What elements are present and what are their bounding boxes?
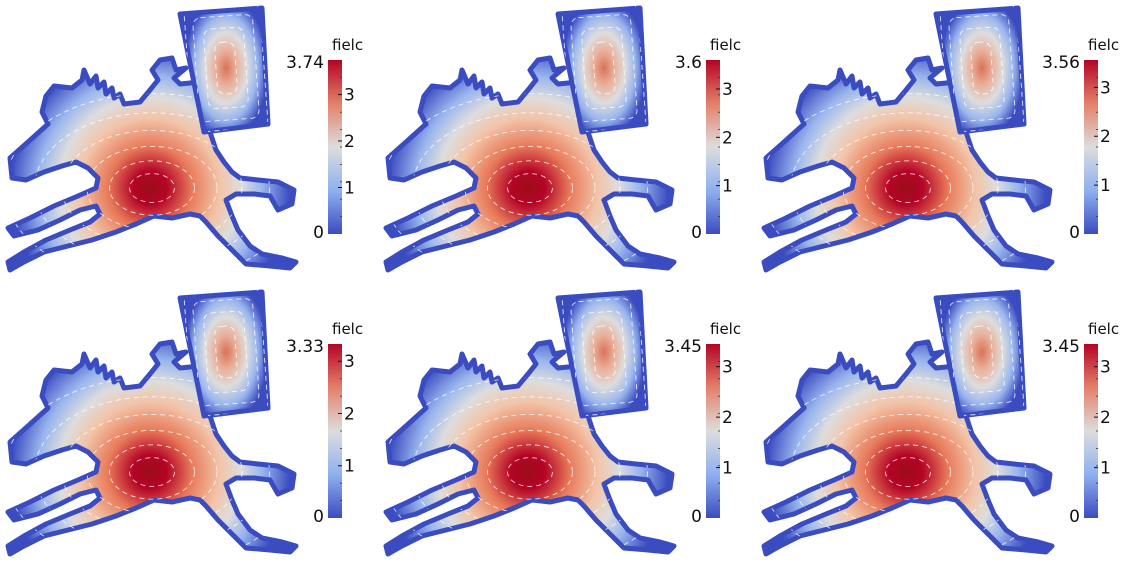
horse-shape [761, 55, 1055, 273]
horse-shape [383, 55, 677, 273]
colorbar-tick-label: 2 [344, 404, 355, 424]
colorbar [1084, 60, 1098, 234]
colorbar-max-label: 3.6 [675, 53, 702, 73]
colorbar-tick-label: 1 [1100, 176, 1111, 196]
colorbar-max-label: 3.33 [286, 337, 324, 357]
colorbar-max-label: 3.45 [1042, 337, 1080, 357]
colorbar-tick-label: 2 [1100, 408, 1111, 428]
field-plot: fielc 3.45 0 3 2 1 [761, 289, 1119, 557]
colorbar [706, 60, 720, 234]
colorbar-tick-label: 3 [344, 352, 355, 372]
colorbar-max-label: 3.56 [1042, 53, 1080, 73]
colorbar-min-label: 0 [313, 223, 324, 243]
colorbar-title: fielc [710, 36, 741, 54]
rectangle-shape [555, 5, 649, 135]
colorbar-tick-label: 1 [344, 178, 355, 198]
colorbar [328, 60, 342, 234]
rectangle-shape [177, 289, 271, 419]
colorbar-tick-label: 1 [344, 457, 355, 477]
field-plot: fielc 3.6 0 3 2 1 [383, 5, 741, 273]
rectangle-shape [555, 289, 649, 419]
horse-shape [761, 339, 1055, 557]
colorbar-max-label: 3.74 [286, 53, 324, 73]
colorbar-min-label: 0 [691, 507, 702, 527]
colorbar-min-label: 0 [313, 507, 324, 527]
colorbar-tick-label: 1 [722, 459, 733, 479]
colorbar-min-label: 0 [1069, 507, 1080, 527]
colorbar-tick-label: 2 [344, 132, 355, 152]
colorbar-tick-label: 1 [1100, 459, 1111, 479]
colorbar-title: fielc [710, 320, 741, 338]
colorbar-tick-label: 3 [1100, 78, 1111, 98]
colorbar-tick-label: 2 [722, 408, 733, 428]
colorbar-tick-label: 3 [722, 80, 733, 100]
horse-shape [5, 55, 299, 273]
colorbar-tick-label: 3 [1100, 358, 1111, 378]
panel-1: fielc 3.74 0 3 2 1 [0, 0, 378, 284]
colorbar-min-label: 0 [1069, 223, 1080, 243]
colorbar-tick-label: 2 [722, 128, 733, 148]
colorbar-title: fielc [332, 320, 363, 338]
panel-3: fielc 3.56 0 3 2 1 [756, 0, 1134, 284]
colorbar-max-label: 3.45 [664, 337, 702, 357]
rectangle-shape [177, 5, 271, 135]
colorbar-title: fielc [332, 36, 363, 54]
field-plot: fielc 3.56 0 3 2 1 [761, 5, 1119, 273]
colorbar [328, 344, 342, 518]
field-plot: fielc 3.33 0 3 2 1 [5, 289, 363, 557]
panel-4: fielc 3.33 0 3 2 1 [0, 284, 378, 568]
colorbar-tick-label: 1 [722, 177, 733, 197]
panel-6: fielc 3.45 0 3 2 1 [756, 284, 1134, 568]
horse-shape [383, 339, 677, 557]
rectangle-shape [933, 5, 1027, 135]
colorbar-tick-label: 3 [344, 85, 355, 105]
colorbar-min-label: 0 [691, 223, 702, 243]
colorbar-title: fielc [1088, 36, 1119, 54]
panel-2: fielc 3.6 0 3 2 1 [378, 0, 756, 284]
colorbar-title: fielc [1088, 320, 1119, 338]
colorbar [706, 344, 720, 518]
panel-5: fielc 3.45 0 3 2 1 [378, 284, 756, 568]
field-plot: fielc 3.74 0 3 2 1 [5, 5, 363, 273]
colorbar [1084, 344, 1098, 518]
field-plot: fielc 3.45 0 3 2 1 [383, 289, 741, 557]
horse-shape [5, 339, 299, 557]
colorbar-tick-label: 2 [1100, 127, 1111, 147]
rectangle-shape [933, 289, 1027, 419]
colorbar-tick-label: 3 [722, 358, 733, 378]
